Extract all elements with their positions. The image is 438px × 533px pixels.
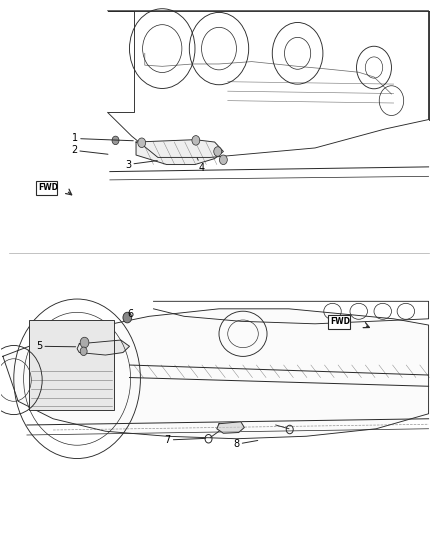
Text: 6: 6	[128, 309, 134, 319]
Text: FWD: FWD	[330, 317, 350, 326]
Polygon shape	[3, 309, 428, 439]
FancyBboxPatch shape	[35, 181, 57, 195]
Polygon shape	[77, 340, 130, 355]
Circle shape	[112, 136, 119, 144]
Text: 7: 7	[164, 435, 206, 445]
Polygon shape	[136, 140, 223, 165]
Text: 5: 5	[36, 341, 76, 351]
Circle shape	[138, 138, 146, 148]
FancyBboxPatch shape	[29, 320, 114, 410]
Text: 3: 3	[125, 159, 157, 169]
Circle shape	[123, 312, 132, 323]
Text: 8: 8	[233, 439, 258, 449]
Circle shape	[219, 155, 227, 165]
FancyBboxPatch shape	[328, 316, 350, 329]
Text: 2: 2	[71, 146, 108, 155]
Circle shape	[80, 337, 89, 348]
Circle shape	[192, 135, 200, 145]
Text: 4: 4	[197, 158, 205, 173]
Polygon shape	[217, 422, 244, 433]
Text: 1: 1	[72, 133, 133, 143]
Circle shape	[80, 347, 87, 356]
Text: FWD: FWD	[38, 183, 58, 192]
Circle shape	[214, 147, 222, 156]
